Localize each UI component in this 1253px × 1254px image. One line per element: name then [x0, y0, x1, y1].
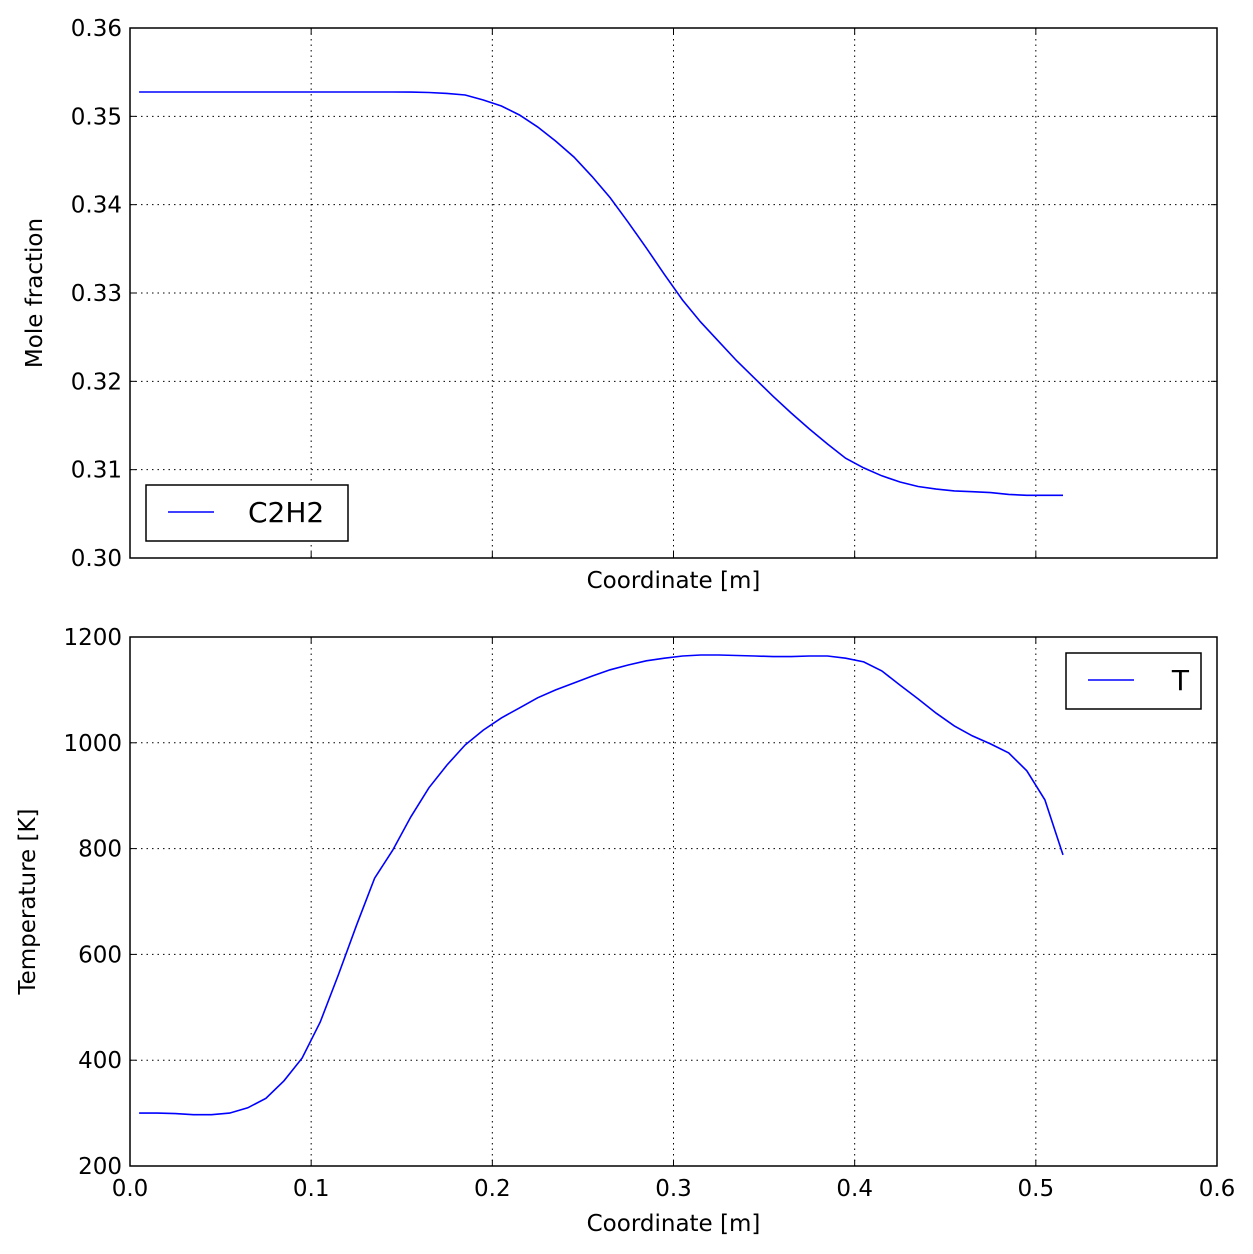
y-axis-label: Temperature [K] [15, 808, 41, 995]
y-tick-label: 0.31 [71, 458, 122, 484]
legend-box [145, 484, 349, 542]
legend: C2H2 [145, 484, 349, 542]
y-tick-label: 0.34 [71, 193, 122, 219]
x-tick-label: 0.3 [655, 1176, 692, 1202]
axes-frame [129, 636, 1218, 1167]
y-tick-label: 400 [78, 1048, 122, 1074]
x-tick-label: 0.6 [1199, 1176, 1236, 1202]
y-tick-label: 200 [78, 1154, 122, 1180]
plot-1: 0.30 0.31 0.32 0.33 0.34 0.35 0.36 Coordinate [… [22, 16, 1218, 594]
legend: T [1065, 652, 1202, 710]
x-tick-label: 0.4 [836, 1176, 873, 1202]
y-tick-label: 0.32 [71, 369, 122, 395]
x-tick-label: 0.5 [1018, 1176, 1055, 1202]
legend-label: T [1171, 664, 1190, 697]
y-tick-label: 800 [78, 837, 122, 863]
series-line-C2H2 [139, 91, 1063, 497]
y-tick-label: 0.36 [71, 16, 122, 42]
y-tick-label: 1000 [63, 731, 122, 757]
plot-2: 0.0 0.1 0.2 0.3 0.4 0.5 0.6 200 400 600 800 1000 120… [15, 625, 1235, 1237]
x-axis-label: Coordinate [m] [587, 1211, 761, 1237]
x-tick-label: 0.1 [293, 1176, 330, 1202]
y-axis-label: Mole fraction [22, 218, 48, 368]
y-tick-label: 0.33 [71, 281, 122, 307]
legend-box [1065, 652, 1202, 710]
x-tick-label: 0.2 [474, 1176, 511, 1202]
y-tick-label: 600 [78, 942, 122, 968]
y-tick-label: 0.35 [71, 104, 122, 130]
x-tick-label: 0.0 [112, 1176, 149, 1202]
axes-frame [129, 27, 1218, 559]
y-tick-label: 1200 [63, 625, 122, 651]
y-tick-label: 0.30 [71, 546, 122, 572]
series-line-T [139, 654, 1064, 1116]
x-axis-label: Coordinate [m] [587, 568, 761, 594]
legend-label: C2H2 [248, 496, 324, 529]
